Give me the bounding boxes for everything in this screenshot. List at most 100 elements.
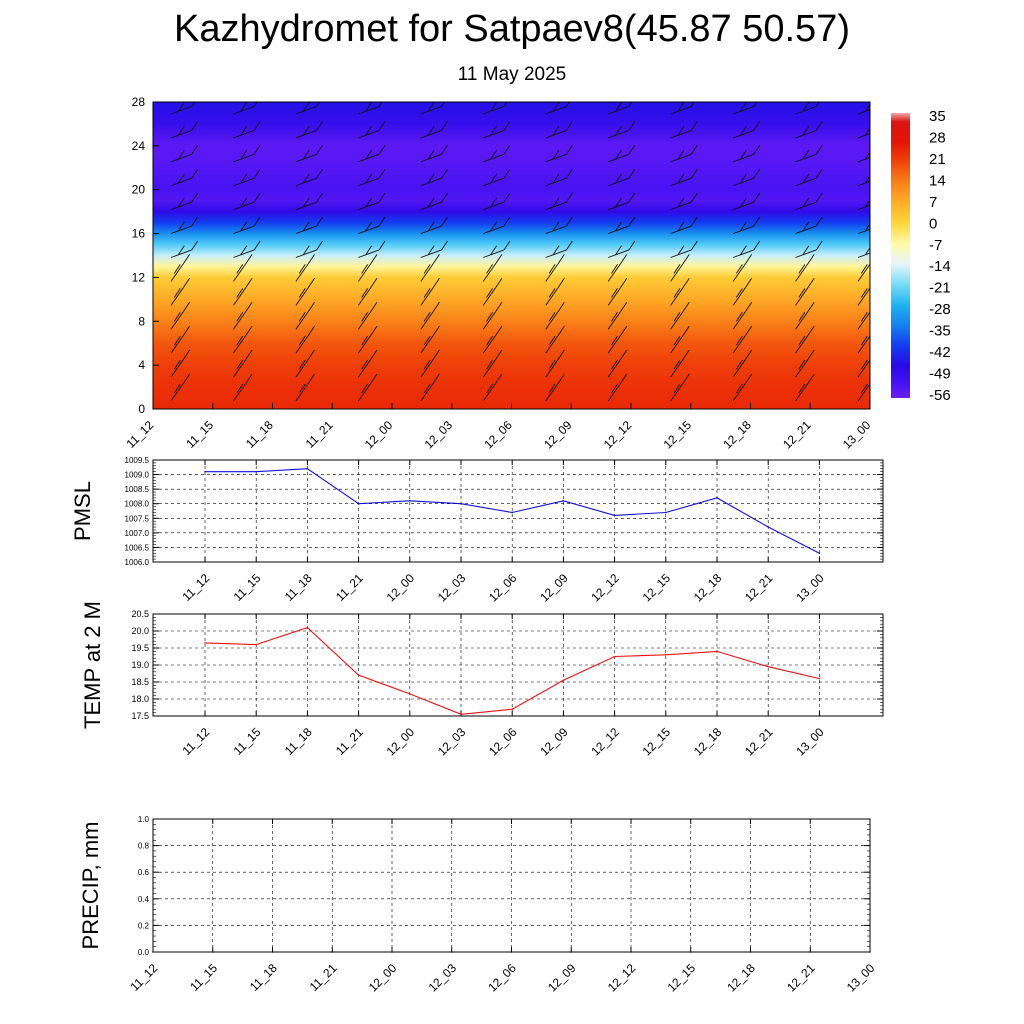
wind-barb-flag — [236, 335, 244, 346]
y-tick-label: 4 — [138, 358, 145, 372]
wind-barb — [670, 287, 684, 306]
colorbar-label: 14 — [929, 172, 946, 189]
wind-barb-flag — [673, 335, 681, 346]
wind-barb — [170, 106, 192, 115]
wind-barb-flag — [173, 359, 181, 370]
panel-frame — [152, 613, 884, 717]
y-tick-label: 17.5 — [131, 711, 149, 721]
wind-barb-flag — [815, 216, 823, 227]
wind-barb — [483, 177, 505, 187]
wind-barb-flag — [441, 102, 446, 107]
wind-barb — [233, 263, 247, 282]
y-tick-label: 1008.5 — [125, 485, 150, 494]
x-tick-label: 11_12 — [179, 571, 212, 604]
wind-barb — [732, 249, 754, 258]
wind-barb-flag — [316, 145, 323, 155]
wind-barb-flag — [753, 216, 761, 227]
wind-barb-flag — [802, 125, 810, 136]
wind-barb-flag — [740, 102, 747, 112]
wind-barb-flag — [490, 221, 497, 232]
wind-barb-flag — [495, 349, 503, 360]
wind-barb-flag — [378, 121, 386, 131]
wind-barb-flag — [740, 149, 747, 160]
wind-barb-flag — [378, 102, 383, 107]
wind-barb-flag — [433, 254, 440, 264]
wind-barb — [420, 358, 434, 378]
data-point — [716, 497, 718, 499]
wind-barb-flag — [557, 301, 565, 312]
wind-barb — [170, 249, 192, 258]
data-point — [460, 502, 462, 505]
chart-title: Kazhydromet for Satpaev8(45.87 50.57) — [174, 8, 850, 50]
wind-barb-flag — [628, 192, 636, 203]
data-point — [665, 511, 667, 514]
colorbar: 35 28 21 14 7 0 -7 -14 -21 -28 -35 -42 -49 -56 — [891, 108, 951, 404]
wind-barb — [670, 106, 692, 115]
wind-barb — [295, 263, 309, 282]
y-tick-label: 20.0 — [131, 626, 149, 636]
wind-barb-flag — [503, 102, 508, 107]
wind-barb-flag — [298, 335, 306, 346]
wind-barb — [732, 106, 754, 115]
x-tick-label: 13_00 — [793, 725, 827, 759]
wind-barb-flag — [611, 359, 618, 370]
x-tick-label: 11_18 — [243, 418, 276, 451]
x-tick-label: 12_12 — [605, 961, 639, 995]
wind-barb — [795, 287, 809, 306]
wind-barb-flag — [864, 127, 870, 136]
wind-barb — [170, 129, 192, 139]
wind-barb-flag — [802, 197, 810, 208]
wind-barb — [358, 201, 380, 211]
wind-barb-flag — [557, 278, 565, 288]
wind-barb — [607, 382, 622, 402]
wind-barb — [170, 201, 192, 211]
wind-barb-flag — [490, 173, 497, 184]
wind-barb-flag — [433, 373, 440, 384]
x-tick-label: 11_21 — [307, 961, 340, 994]
wind-barb — [420, 310, 434, 330]
wind-barb — [295, 382, 309, 402]
wind-barb-flag — [615, 149, 622, 160]
wind-barb-flag — [173, 335, 181, 346]
wind-barb-flag — [365, 149, 373, 160]
y-tick-label: 1006.0 — [125, 558, 150, 567]
wind-barb — [545, 129, 567, 139]
wind-barb — [358, 225, 380, 235]
x-tick-label: 13_00 — [840, 418, 874, 452]
wind-barb-flag — [736, 383, 743, 394]
y-axis-label: PMSL — [70, 481, 95, 541]
wind-barb-flag — [240, 102, 248, 112]
wind-barb — [795, 263, 809, 282]
wind-barb-flag — [490, 149, 497, 160]
wind-barb-flag — [871, 278, 877, 287]
y-tick-label: 24 — [132, 139, 146, 153]
wind-barb-flag — [503, 168, 511, 179]
wind-barb — [233, 287, 247, 306]
wind-barb-flag — [864, 175, 870, 184]
wind-barb — [857, 228, 870, 235]
wind-barb — [482, 382, 497, 402]
wind-barb-flag — [240, 197, 248, 208]
wind-barb-flag — [302, 149, 310, 160]
data-point — [511, 511, 513, 514]
y-tick-label: 0.2 — [138, 921, 150, 930]
y-tick-label: 0 — [138, 402, 145, 416]
wind-barb — [233, 310, 247, 330]
wind-barb-flag — [552, 125, 560, 136]
wind-barb-flag — [566, 145, 573, 155]
y-tick-label: 28 — [132, 95, 146, 109]
colorbar-label: -35 — [929, 323, 951, 340]
wind-barb — [357, 358, 372, 378]
wind-barb-flag — [753, 168, 761, 179]
wind-barb — [795, 334, 809, 354]
data-point — [306, 467, 309, 470]
wind-barb — [795, 249, 817, 258]
wind-barb — [857, 287, 870, 306]
wind-barb — [295, 129, 317, 139]
wind-barb-flag — [611, 335, 618, 346]
wind-barb — [482, 358, 497, 378]
wind-barb-flag — [615, 125, 622, 136]
wind-barb — [545, 358, 559, 378]
wind-barb — [608, 106, 630, 115]
x-tick-label: 12_00 — [384, 571, 418, 605]
